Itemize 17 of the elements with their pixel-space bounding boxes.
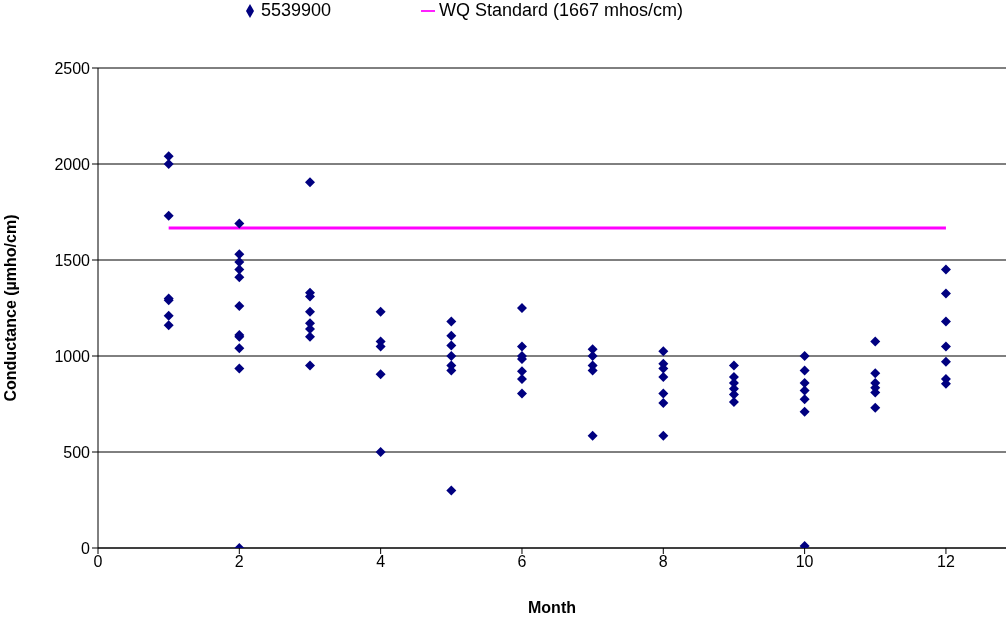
x-axis-title: Month (528, 599, 576, 616)
y-axis-title: Conductance (µmho/cm) (1, 214, 19, 402)
x-tick-label: 8 (658, 553, 668, 571)
y-tick-label: 0 (81, 539, 91, 557)
legend-label: WQ Standard (1667 mhos/cm) (438, 0, 684, 20)
legend-label: 5539900 (260, 0, 331, 20)
y-tick-label: 1500 (54, 251, 91, 269)
x-tick-label: 6 (517, 553, 527, 571)
y-tick-label: 500 (63, 443, 91, 461)
y-tick-label: 2000 (54, 155, 91, 173)
x-tick-label: 12 (937, 553, 955, 571)
x-tick-label: 10 (795, 553, 814, 571)
y-tick-label: 1000 (54, 347, 91, 365)
x-tick-label: 0 (93, 553, 103, 571)
x-tick-label: 2 (234, 553, 244, 571)
x-tick-label: 4 (376, 553, 386, 571)
y-tick-label: 2500 (54, 59, 91, 77)
